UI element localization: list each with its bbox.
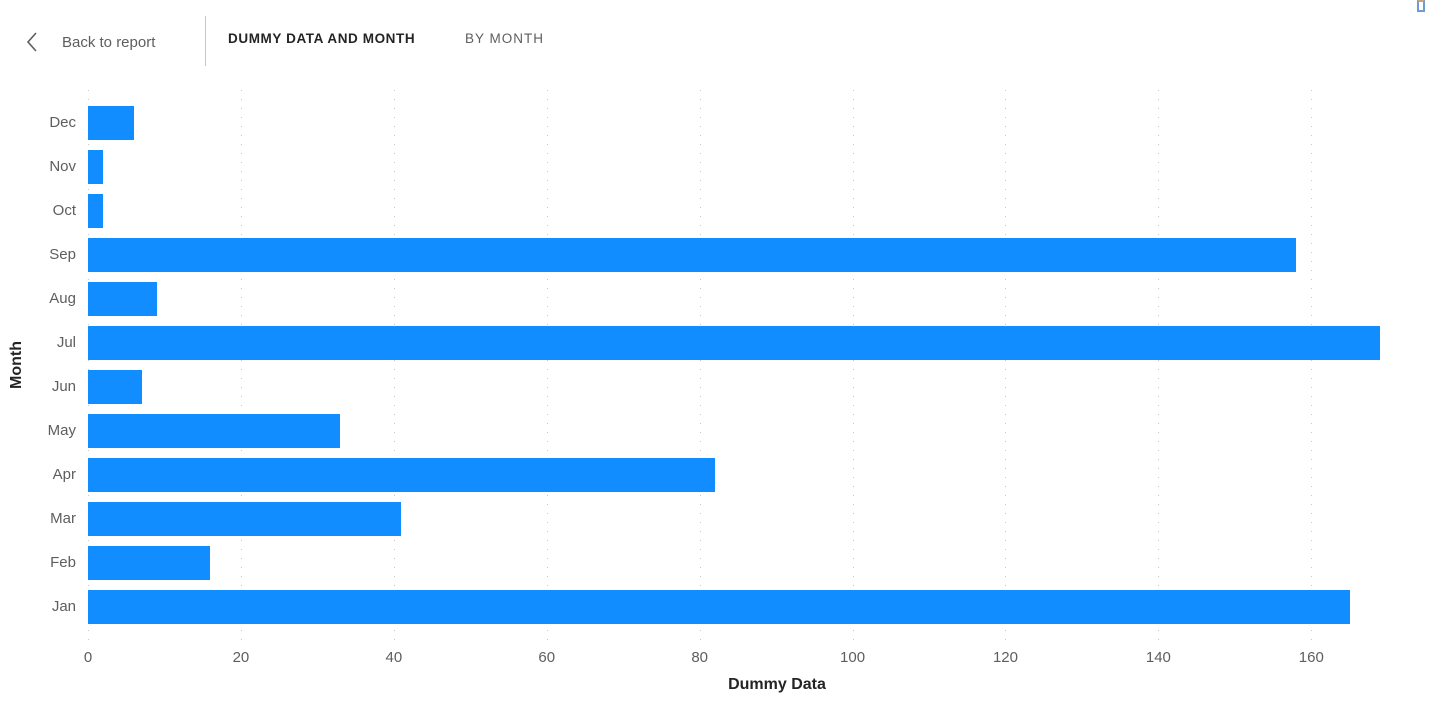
gridline bbox=[88, 90, 89, 645]
back-to-report-label: Back to report bbox=[62, 33, 156, 51]
y-axis-label: May bbox=[47, 422, 76, 439]
gridline bbox=[240, 90, 242, 645]
bar-mar[interactable] bbox=[88, 502, 402, 536]
bar-sep[interactable] bbox=[88, 238, 1297, 272]
x-tick-label: 100 bbox=[840, 649, 866, 666]
gridline bbox=[1158, 90, 1160, 645]
scroll-indicator[interactable] bbox=[1417, 0, 1425, 12]
bar-oct[interactable] bbox=[88, 194, 104, 228]
bar-aug[interactable] bbox=[88, 282, 157, 316]
header-divider bbox=[205, 16, 206, 66]
y-axis-label: Feb bbox=[50, 554, 76, 571]
chart-subtitle: BY MONTH bbox=[465, 31, 545, 46]
gridline bbox=[1005, 90, 1007, 645]
y-axis-label: Sep bbox=[49, 246, 76, 263]
bar-feb[interactable] bbox=[88, 546, 211, 580]
gridline bbox=[393, 90, 395, 645]
gridline bbox=[699, 90, 701, 645]
bar-jan[interactable] bbox=[88, 590, 1350, 624]
y-axis-label: Aug bbox=[49, 290, 76, 307]
bar-jul[interactable] bbox=[88, 326, 1381, 360]
x-tick-label: 0 bbox=[83, 649, 93, 666]
y-axis-title: Month bbox=[8, 341, 25, 389]
gridline bbox=[852, 90, 854, 645]
x-tick-label: 80 bbox=[691, 649, 708, 666]
y-axis-label: Oct bbox=[52, 202, 76, 219]
x-axis-title: Dummy Data bbox=[728, 676, 826, 693]
y-axis-label: Nov bbox=[49, 158, 76, 175]
x-tick-label: 40 bbox=[385, 649, 403, 666]
bar-nov[interactable] bbox=[88, 150, 104, 184]
bar-apr[interactable] bbox=[88, 458, 715, 492]
x-tick-label: 140 bbox=[1145, 649, 1171, 666]
bar-may[interactable] bbox=[88, 414, 341, 448]
bar-dec[interactable] bbox=[88, 106, 134, 140]
gridline bbox=[1311, 90, 1313, 645]
y-axis-label: Dec bbox=[49, 114, 76, 131]
y-axis-label: Jan bbox=[51, 598, 76, 615]
y-axis-label: Jul bbox=[56, 334, 76, 351]
back-to-report-button[interactable]: Back to report bbox=[24, 28, 155, 56]
y-axis-label: Mar bbox=[50, 510, 76, 527]
x-tick-label: 60 bbox=[538, 649, 556, 666]
bar-jun[interactable] bbox=[88, 370, 142, 404]
y-axis-label: Apr bbox=[52, 466, 76, 483]
x-tick-label: 20 bbox=[232, 649, 250, 666]
back-chevron-icon bbox=[26, 32, 37, 52]
chart-title: DUMMY DATA AND MONTH bbox=[228, 31, 416, 46]
x-tick-label: 120 bbox=[992, 649, 1018, 666]
gridline bbox=[546, 90, 548, 645]
x-tick-label: 160 bbox=[1298, 649, 1324, 666]
y-axis-label: Jun bbox=[51, 378, 76, 395]
focus-mode-header: Back to report DUMMY DATA AND MONTH BY M… bbox=[0, 0, 1429, 80]
